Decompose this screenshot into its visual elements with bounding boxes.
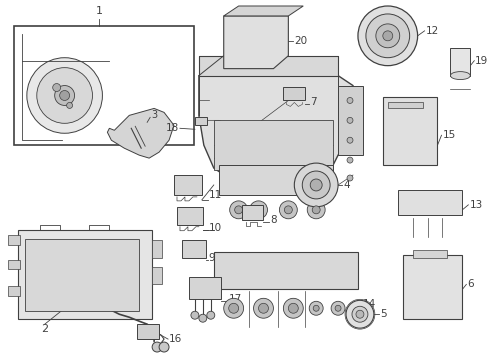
Bar <box>14 26 194 145</box>
Circle shape <box>312 206 320 214</box>
Circle shape <box>331 301 345 315</box>
Polygon shape <box>107 108 174 158</box>
Circle shape <box>159 342 169 352</box>
Bar <box>177 207 203 225</box>
Polygon shape <box>199 56 338 76</box>
Circle shape <box>27 58 102 133</box>
Circle shape <box>199 314 207 322</box>
Text: 9: 9 <box>209 253 216 262</box>
Text: 8: 8 <box>270 215 277 225</box>
Bar <box>8 260 20 270</box>
Circle shape <box>302 171 330 199</box>
Polygon shape <box>199 76 358 188</box>
Circle shape <box>249 201 268 219</box>
Text: 16: 16 <box>169 334 182 344</box>
Circle shape <box>307 201 325 219</box>
Bar <box>18 230 152 319</box>
Circle shape <box>347 157 353 163</box>
Circle shape <box>352 306 368 322</box>
Bar <box>283 86 305 100</box>
Bar <box>383 98 438 165</box>
Bar <box>338 86 363 155</box>
Circle shape <box>347 98 353 103</box>
Circle shape <box>347 117 353 123</box>
Circle shape <box>279 201 297 219</box>
Text: 2: 2 <box>41 324 49 334</box>
Text: 17: 17 <box>229 294 242 304</box>
Circle shape <box>383 31 393 41</box>
Circle shape <box>259 303 269 313</box>
Bar <box>219 165 333 195</box>
Polygon shape <box>224 16 288 69</box>
Text: 20: 20 <box>294 36 307 46</box>
Circle shape <box>253 298 273 318</box>
Polygon shape <box>224 6 303 16</box>
Bar <box>152 266 162 284</box>
Bar <box>214 120 333 170</box>
Circle shape <box>309 301 323 315</box>
Circle shape <box>224 298 244 318</box>
Bar <box>214 252 358 289</box>
Circle shape <box>67 103 73 108</box>
Circle shape <box>254 206 263 214</box>
Circle shape <box>235 206 243 214</box>
Text: 5: 5 <box>380 309 387 319</box>
Circle shape <box>283 298 303 318</box>
Bar <box>195 117 207 125</box>
Circle shape <box>288 303 298 313</box>
Circle shape <box>284 206 293 214</box>
Bar <box>174 175 202 195</box>
Text: 7: 7 <box>310 98 317 107</box>
Text: 13: 13 <box>469 200 483 210</box>
Text: 12: 12 <box>426 26 439 36</box>
Circle shape <box>229 303 239 313</box>
Bar <box>398 190 463 215</box>
Circle shape <box>313 305 319 311</box>
Bar <box>8 287 20 296</box>
Circle shape <box>55 86 74 105</box>
Circle shape <box>356 310 364 318</box>
Circle shape <box>376 24 400 48</box>
Circle shape <box>347 137 353 143</box>
Bar <box>152 240 162 257</box>
Bar <box>137 324 159 339</box>
Circle shape <box>60 90 70 100</box>
Bar <box>189 278 220 299</box>
Text: 14: 14 <box>363 299 376 309</box>
Bar <box>403 255 463 319</box>
Text: 18: 18 <box>166 123 179 133</box>
Circle shape <box>310 179 322 191</box>
Text: 6: 6 <box>467 279 474 289</box>
Circle shape <box>191 311 199 319</box>
Text: 10: 10 <box>209 223 222 233</box>
Bar <box>388 103 422 108</box>
Text: 11: 11 <box>209 190 222 200</box>
Circle shape <box>294 163 338 207</box>
Text: 3: 3 <box>151 111 157 120</box>
Bar <box>25 239 139 311</box>
Text: 19: 19 <box>475 56 489 66</box>
Circle shape <box>37 68 93 123</box>
Circle shape <box>347 175 353 181</box>
Circle shape <box>335 305 341 311</box>
Ellipse shape <box>450 72 470 80</box>
Circle shape <box>346 300 374 328</box>
Circle shape <box>207 311 215 319</box>
Text: 4: 4 <box>343 180 350 190</box>
Bar <box>182 240 206 257</box>
Circle shape <box>366 14 410 58</box>
Circle shape <box>152 342 162 352</box>
Bar <box>413 249 447 257</box>
Circle shape <box>358 6 417 66</box>
Text: 1: 1 <box>96 6 103 16</box>
Circle shape <box>53 84 61 91</box>
Text: 15: 15 <box>442 130 456 140</box>
Bar <box>450 48 470 76</box>
Bar <box>242 205 264 220</box>
Bar <box>8 235 20 245</box>
Circle shape <box>230 201 247 219</box>
